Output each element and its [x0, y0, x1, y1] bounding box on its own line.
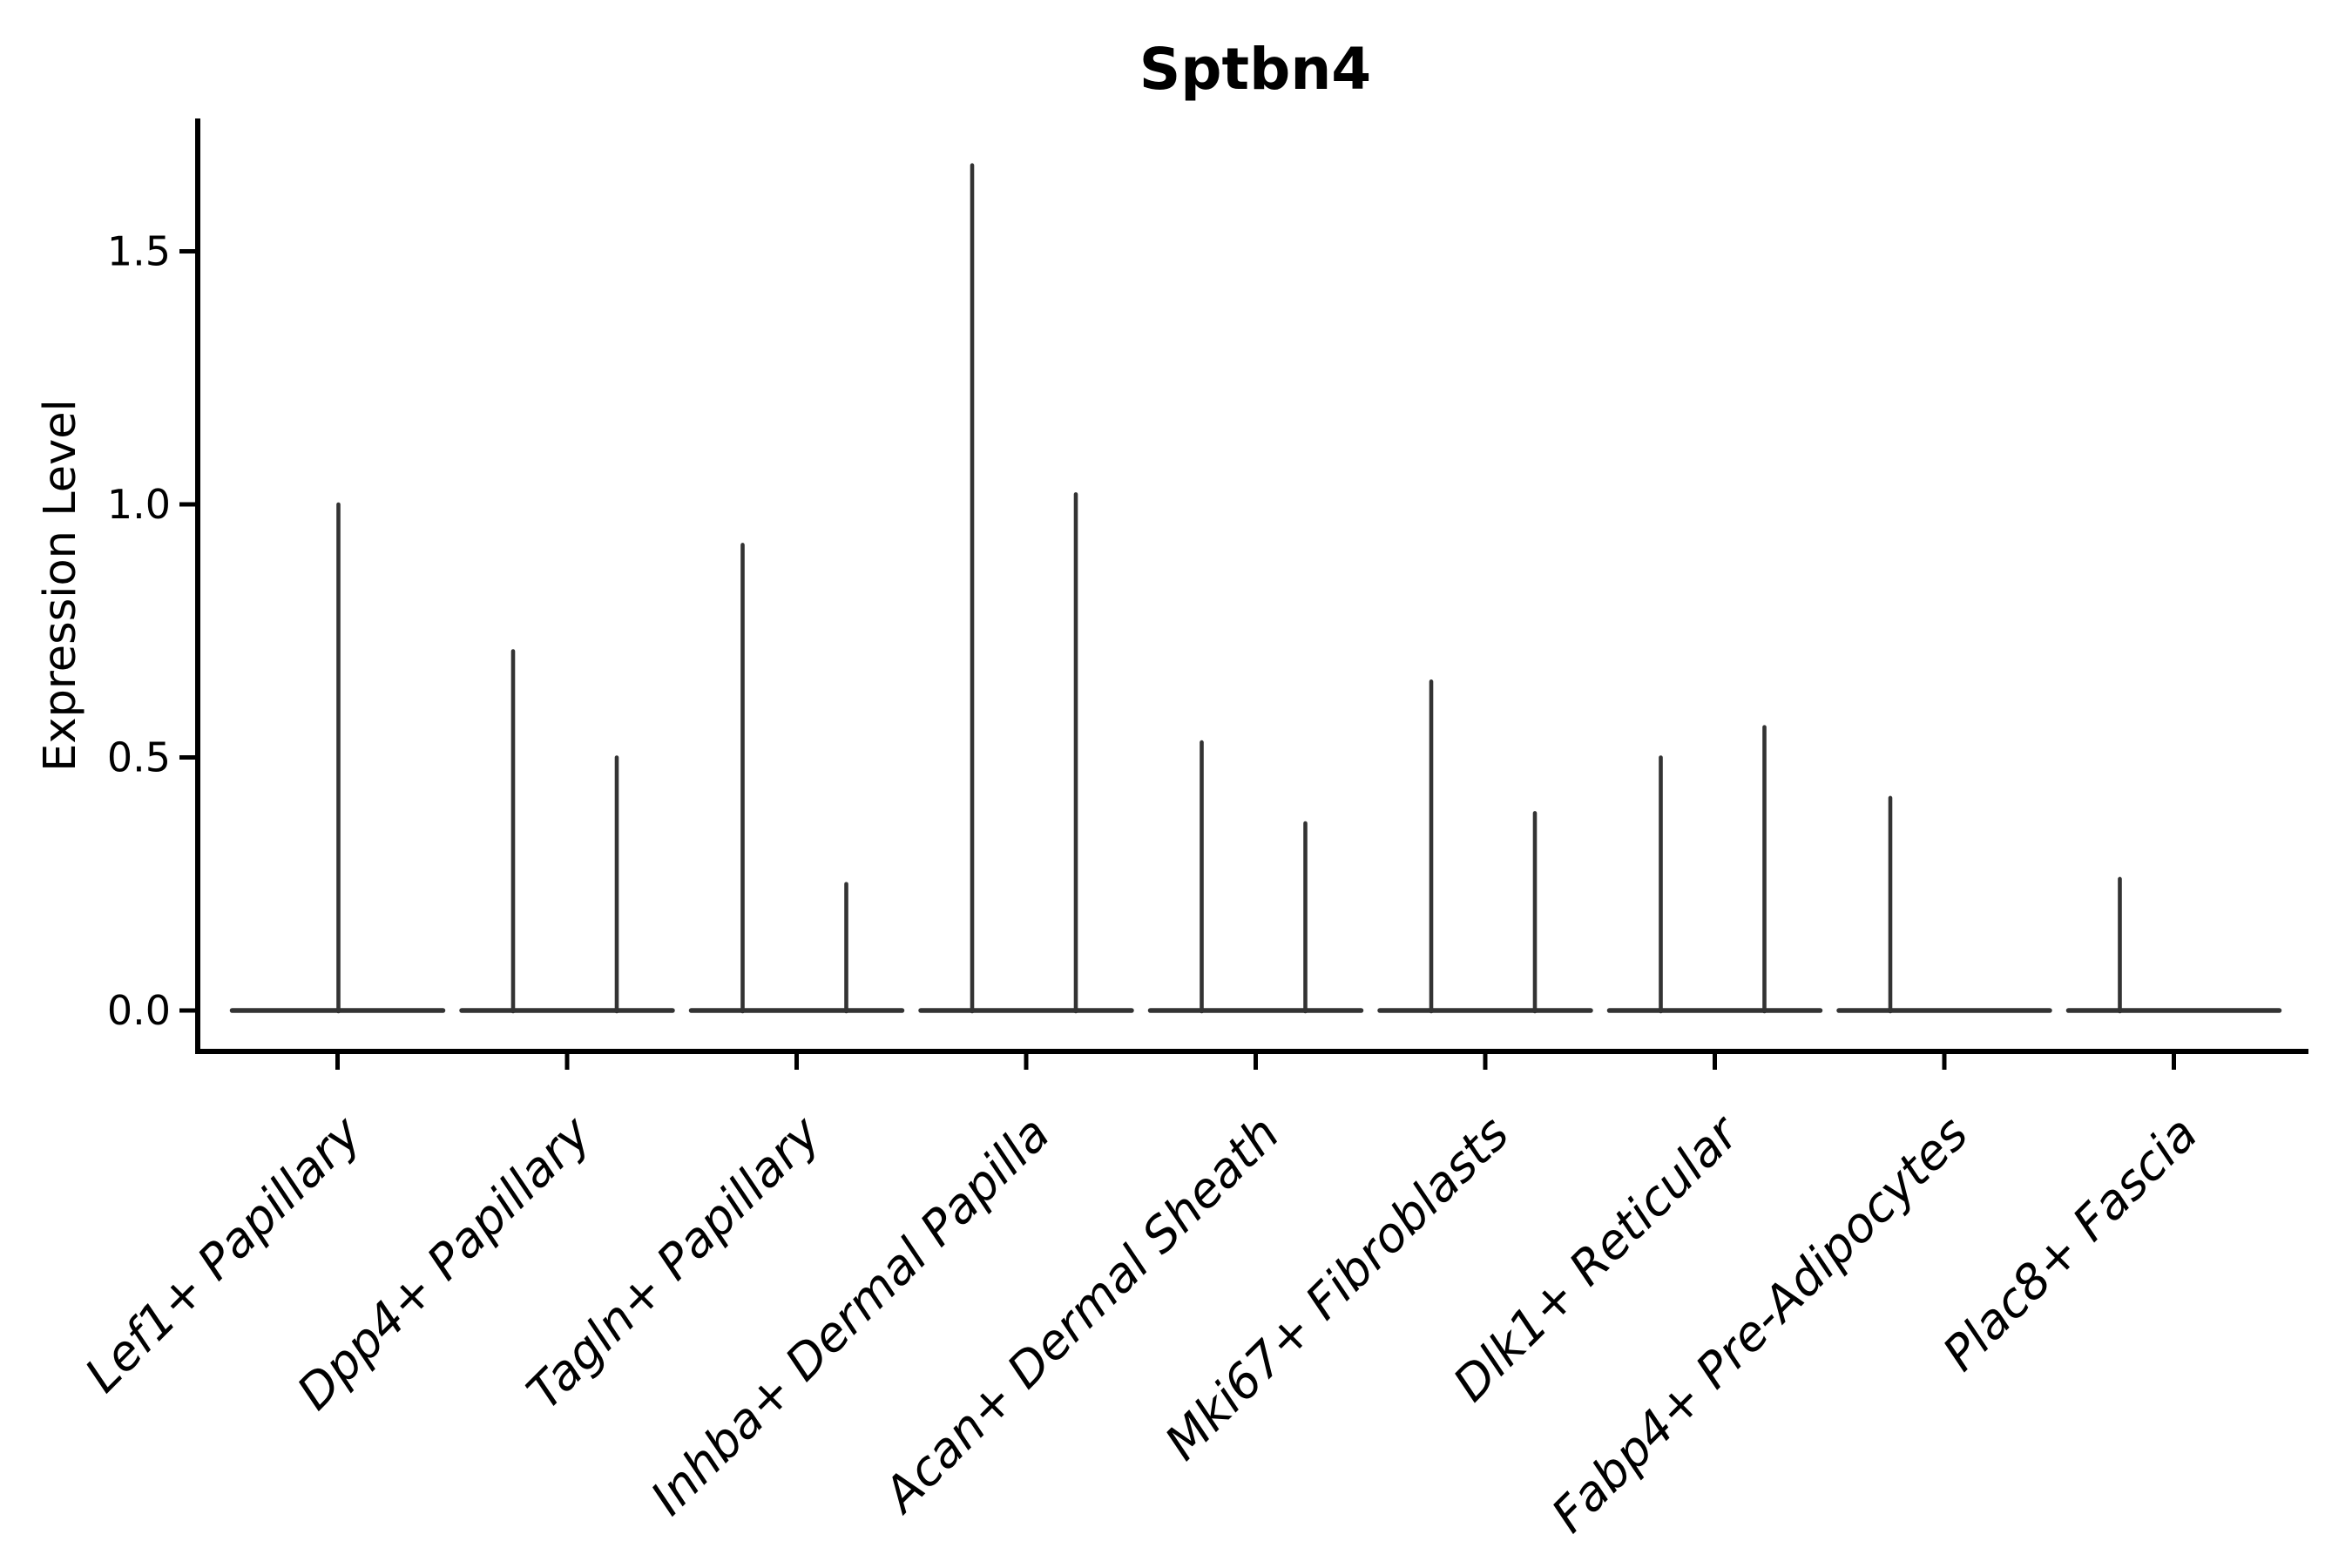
y-tick-label: 1.5: [107, 228, 171, 275]
y-tick-label: 1.0: [107, 481, 171, 528]
x-tick-label: Inhba+ Dermal Papilla: [640, 1105, 1060, 1525]
y-tick-label: 0.0: [107, 987, 171, 1034]
y-tick-label: 0.5: [107, 734, 171, 781]
plot-title: Sptbn4: [1139, 36, 1371, 103]
y-axis-label: Expression Level: [35, 399, 86, 772]
x-tick-label: Fabp4+ Pre-Adipocytes: [1541, 1105, 1978, 1543]
x-tick-label: Acan+ Dermal Sheath: [871, 1105, 1290, 1524]
